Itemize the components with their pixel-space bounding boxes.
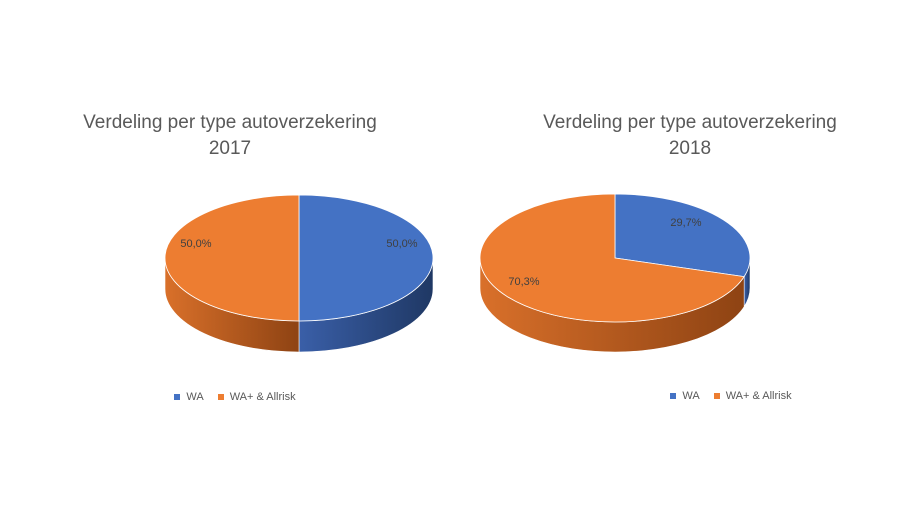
- pie-plot-area: 29,7% 70,3%: [479, 193, 751, 353]
- chart-title: Verdeling per type autoverzekering 2018: [460, 110, 920, 162]
- legend-swatch-allrisk: [713, 393, 720, 399]
- data-label-wa-allrisk: 50,0%: [180, 238, 211, 250]
- chart-title-line1: Verdeling per type autoverzekering: [543, 112, 837, 133]
- data-label-wa-allrisk: 70,3%: [508, 276, 539, 288]
- legend-swatch-allrisk: [217, 394, 224, 400]
- chart-title: Verdeling per type autoverzekering 2017: [0, 110, 460, 162]
- pie-slice-wa-allrisk: [164, 194, 300, 322]
- pie-slice-wa: [298, 194, 434, 322]
- legend-item-allrisk: WA+ & Allrisk: [217, 391, 296, 403]
- pie-slice-wa: [614, 193, 751, 278]
- data-label-wa: 29,7%: [670, 217, 701, 229]
- legend-item-wa: WA: [174, 391, 204, 403]
- legend-label-wa: WA: [682, 390, 700, 402]
- chart-title-line2: 2018: [668, 138, 712, 159]
- pie-chart-2018: Verdeling per type autoverzekering 2018 …: [460, 0, 920, 518]
- pie-slice-wa-allrisk: [479, 193, 745, 323]
- data-label-wa: 50,0%: [386, 238, 417, 250]
- pie-side-walls: [479, 257, 751, 353]
- legend-label-wa: WA: [186, 391, 204, 403]
- chart-title-line2: 2017: [208, 138, 252, 159]
- legend-item-allrisk: WA+ & Allrisk: [713, 390, 792, 402]
- chart-legend: WA WA+ & Allrisk: [0, 391, 460, 403]
- pie-plot-area: 50,0% 50,0%: [164, 194, 434, 353]
- legend-label-allrisk: WA+ & Allrisk: [725, 390, 792, 402]
- chart-title-line1: Verdeling per type autoverzekering: [83, 112, 377, 133]
- legend-label-allrisk: WA+ & Allrisk: [229, 391, 296, 403]
- legend-item-wa: WA: [670, 390, 700, 402]
- chart-legend: WA WA+ & Allrisk: [460, 390, 920, 402]
- legend-swatch-wa: [670, 393, 677, 399]
- legend-swatch-wa: [174, 394, 181, 400]
- pie-chart-2017: Verdeling per type autoverzekering 2017 …: [0, 110, 460, 403]
